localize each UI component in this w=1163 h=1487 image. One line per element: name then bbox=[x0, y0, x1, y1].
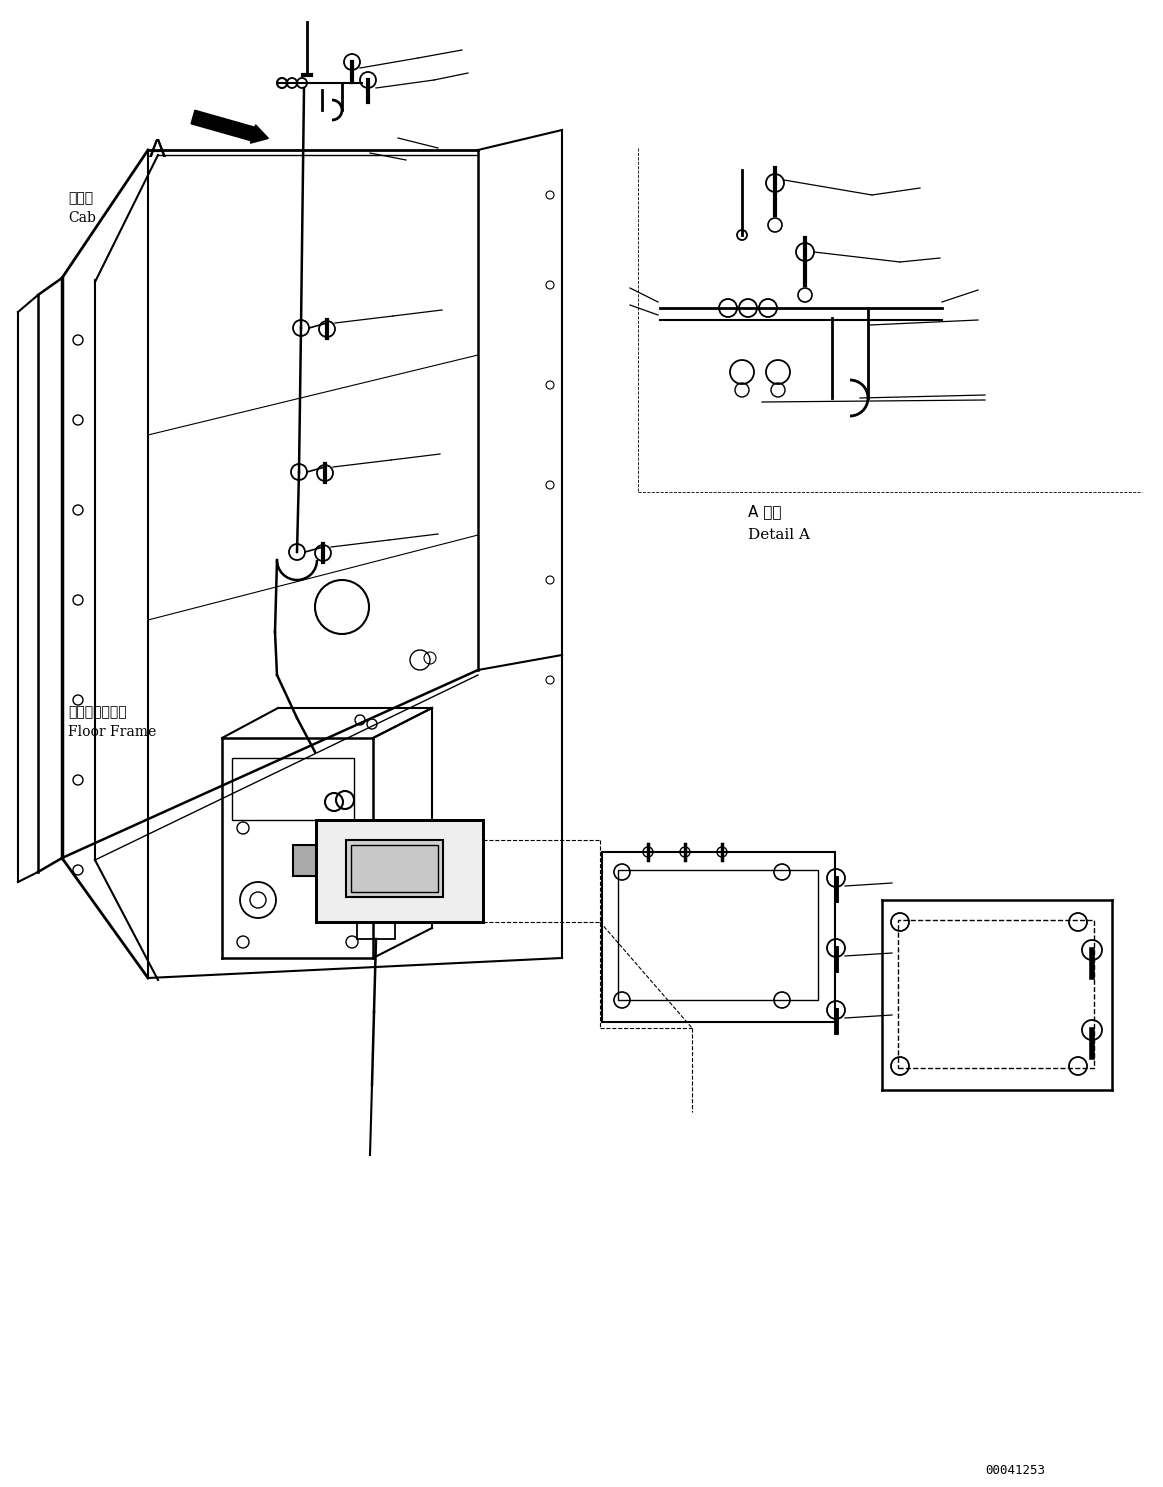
Bar bbox=[293, 845, 316, 876]
Text: A: A bbox=[149, 138, 165, 162]
FancyArrow shape bbox=[191, 110, 269, 143]
Text: Detail A: Detail A bbox=[748, 528, 809, 541]
Text: Floor Frame: Floor Frame bbox=[67, 726, 156, 739]
Text: A 詳細: A 詳細 bbox=[748, 504, 782, 519]
Bar bbox=[347, 840, 443, 897]
Bar bbox=[316, 819, 483, 922]
Bar bbox=[316, 819, 483, 922]
Bar bbox=[618, 870, 818, 999]
Bar bbox=[898, 920, 1094, 1068]
Bar bbox=[351, 845, 438, 892]
Text: キャブ: キャブ bbox=[67, 190, 93, 205]
Text: A: A bbox=[149, 138, 165, 162]
Text: フロアフレーム: フロアフレーム bbox=[67, 705, 127, 720]
Bar bbox=[231, 758, 354, 819]
Bar bbox=[357, 922, 395, 938]
Text: 00041253: 00041253 bbox=[985, 1463, 1046, 1477]
Text: Cab: Cab bbox=[67, 211, 95, 225]
